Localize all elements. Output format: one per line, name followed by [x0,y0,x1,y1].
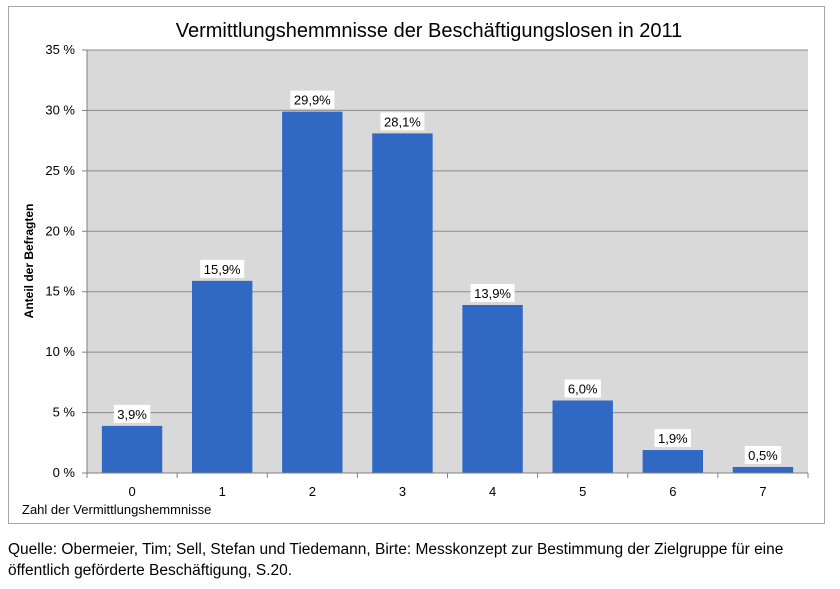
data-label-box [290,90,335,109]
data-label: 29,9% [294,93,331,108]
bar-2 [282,111,343,473]
y-tick-label: 20 % [45,223,75,238]
x-tick-label: 1 [219,484,226,499]
data-label: 0,5% [748,448,778,463]
x-tick-label: 5 [579,484,586,499]
x-tick-label: 0 [128,484,135,499]
y-tick-label: 5 % [53,405,76,420]
y-tick-label: 15 % [45,284,75,299]
data-label: 3,9% [117,407,147,422]
chart-frame: Vermittlungshemmnisse der Beschäftigungs… [8,6,825,524]
y-axis-ticks: 0 % 5 % 10 % 15 % 20 % 25 % 30 % 35 % [45,42,87,480]
bars: 3,9% 15,9% 29,9% 28,1% 13,9% 6,0% 1,9% 0,5% [101,90,794,473]
source-note: Quelle: Obermeier, Tim; Sell, Stefan und… [8,541,784,579]
bar-chart: Vermittlungshemmnisse der Beschäftigungs… [22,20,809,517]
y-tick-label: 0 % [53,465,76,480]
x-tick-label: 4 [489,484,496,499]
data-label-box [564,379,601,398]
bar-1 [191,280,253,473]
data-label-box [470,284,515,303]
data-label: 13,9% [474,286,511,301]
data-label: 6,0% [568,381,598,396]
bar-0 [101,425,163,473]
data-label-box [113,404,151,423]
data-label: 28,1% [384,114,421,129]
bar-3 [372,133,433,473]
data-label-box [744,445,782,464]
bar-4 [462,305,523,473]
x-tick-label: 3 [399,484,406,499]
data-label-box [654,429,692,448]
chart-title: Vermittlungshemmnisse der Beschäftigungs… [176,20,683,42]
data-label-box [200,259,245,278]
x-tick-label: 2 [309,484,316,499]
data-label: 15,9% [204,262,241,277]
y-tick-label: 10 % [45,344,75,359]
x-tick-label: 7 [759,484,766,499]
bar-5 [552,400,613,473]
y-tick-label: 30 % [45,102,75,117]
x-axis-title: Zahl der Vermittlungshemmnisse [22,502,211,517]
data-label: 1,9% [658,431,688,446]
x-axis-ticks: 0 1 2 3 4 5 6 7 [86,473,809,499]
bar-7 [732,466,794,473]
y-tick-label: 35 % [45,42,75,57]
x-tick-label: 6 [669,484,676,499]
bar-6 [642,450,704,473]
y-axis-title: Anteil der Befragten [22,204,36,319]
data-label-box [380,112,425,131]
y-tick-label: 25 % [45,163,75,178]
